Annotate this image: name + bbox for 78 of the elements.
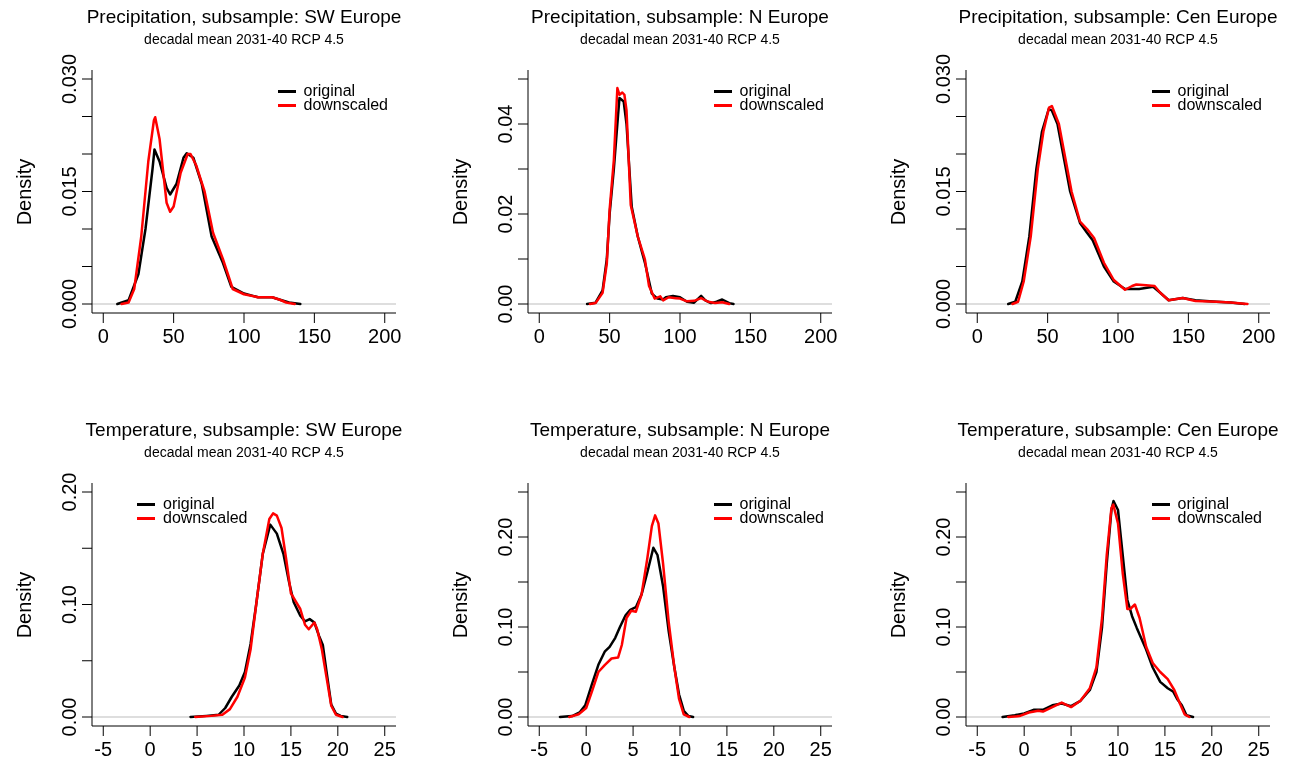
- y-tick-label: 0.00: [58, 697, 80, 737]
- chart-subtitle: decadal mean 2031-40 RCP 4.5: [580, 444, 780, 460]
- y-tick-label: 0.030: [932, 53, 954, 105]
- x-tick-label: 0: [533, 325, 545, 347]
- chart-subtitle: decadal mean 2031-40 RCP 4.5: [1018, 444, 1218, 460]
- x-tick-label: 50: [1036, 325, 1059, 347]
- y-tick-label: 0.20: [494, 517, 516, 557]
- x-tick-label: -5: [968, 738, 987, 760]
- x-tick-label: 10: [232, 738, 256, 760]
- y-axis-title: Density: [12, 158, 36, 225]
- x-tick-label: 150: [733, 325, 768, 347]
- x-tick-label: 15: [279, 738, 303, 760]
- y-tick-label: 0.00: [932, 697, 954, 737]
- x-tick-label: 25: [809, 738, 832, 760]
- chart-title: Precipitation, subsample: SW Europe: [86, 6, 402, 28]
- x-tick-label: 100: [1101, 325, 1135, 347]
- x-tick-label: 25: [373, 738, 396, 760]
- x-tick-label: 50: [162, 325, 185, 347]
- legend-label: original: [1177, 82, 1230, 99]
- x-tick-label: 15: [1153, 738, 1177, 760]
- x-tick-label: 20: [762, 738, 785, 760]
- y-tick-label: 0.015: [58, 166, 80, 217]
- x-tick-label: 0: [971, 325, 983, 347]
- chart-title: Precipitation, subsample: N Europe: [531, 6, 829, 28]
- chart-title: Temperature, subsample: Cen Europe: [957, 419, 1279, 441]
- y-tick-label: 0.04: [494, 104, 516, 144]
- x-tick-label: 5: [191, 738, 203, 760]
- y-tick-label: 0.20: [58, 472, 80, 512]
- y-axis-title: Density: [12, 571, 36, 638]
- y-axis-title: Density: [448, 158, 472, 225]
- chart-subtitle: decadal mean 2031-40 RCP 4.5: [580, 31, 780, 47]
- legend-label: original: [739, 82, 792, 99]
- x-tick-label: 0: [580, 738, 592, 760]
- y-tick-label: 0.20: [932, 517, 954, 557]
- x-tick-label: 100: [663, 325, 697, 347]
- y-tick-label: 0.015: [932, 166, 954, 217]
- x-tick-label: 50: [598, 325, 621, 347]
- y-tick-label: 0.02: [494, 194, 516, 234]
- x-tick-label: 20: [326, 738, 349, 760]
- y-tick-label: 0.10: [932, 607, 954, 647]
- x-tick-label: 200: [368, 325, 402, 347]
- x-tick-label: 200: [1242, 325, 1276, 347]
- legend-label: original: [739, 495, 792, 512]
- y-tick-label: 0.00: [494, 697, 516, 737]
- x-tick-label: 5: [1065, 738, 1077, 760]
- chart-subtitle: decadal mean 2031-40 RCP 4.5: [1018, 31, 1218, 47]
- x-tick-label: 10: [1106, 738, 1130, 760]
- x-tick-label: -5: [94, 738, 113, 760]
- chart-title: Precipitation, subsample: Cen Europe: [958, 6, 1278, 28]
- x-tick-label: 150: [297, 325, 332, 347]
- y-tick-label: 0.00: [494, 284, 516, 324]
- x-tick-label: 0: [1018, 738, 1030, 760]
- x-tick-label: 150: [1171, 325, 1206, 347]
- y-axis-title: Density: [448, 571, 472, 638]
- x-tick-label: 0: [144, 738, 156, 760]
- x-tick-label: 100: [227, 325, 261, 347]
- x-tick-label: 0: [97, 325, 109, 347]
- chart-subtitle: decadal mean 2031-40 RCP 4.5: [144, 31, 344, 47]
- x-tick-label: 20: [1200, 738, 1223, 760]
- x-tick-label: 5: [627, 738, 639, 760]
- y-tick-label: 0.10: [58, 585, 80, 624]
- y-tick-label: 0.030: [58, 53, 80, 105]
- y-tick-label: 0.000: [932, 278, 954, 330]
- x-tick-label: 25: [1247, 738, 1270, 760]
- chart-subtitle: decadal mean 2031-40 RCP 4.5: [144, 444, 344, 460]
- y-tick-label: 0.10: [494, 607, 516, 647]
- chart-title: Temperature, subsample: N Europe: [530, 419, 830, 441]
- x-tick-label: 200: [804, 325, 838, 347]
- legend-label: original: [303, 82, 356, 99]
- x-tick-label: 10: [668, 738, 692, 760]
- y-tick-label: 0.000: [58, 278, 80, 330]
- x-tick-label: -5: [530, 738, 549, 760]
- y-axis-title: Density: [886, 571, 910, 638]
- legend-label: original: [163, 495, 215, 512]
- x-tick-label: 15: [715, 738, 739, 760]
- y-axis-title: Density: [886, 158, 910, 225]
- chart-title: Temperature, subsample: SW Europe: [85, 419, 403, 441]
- legend-label: original: [1177, 495, 1230, 512]
